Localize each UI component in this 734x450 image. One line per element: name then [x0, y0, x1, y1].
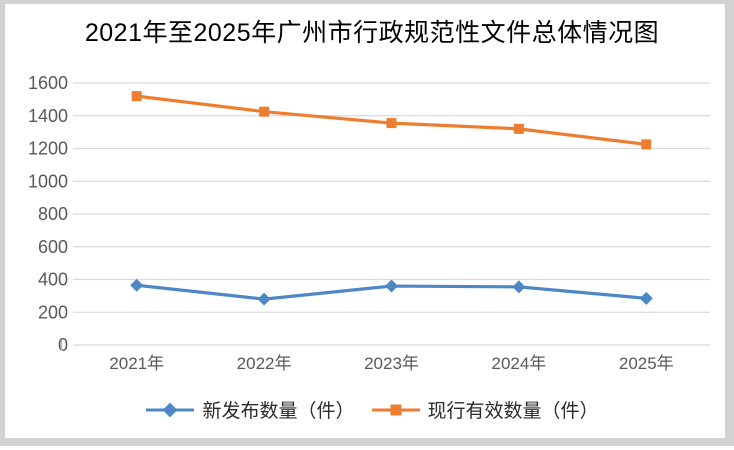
- legend-label-new-published: 新发布数量（件）: [202, 401, 355, 422]
- x-axis-tick-label: 2021年: [109, 354, 164, 373]
- data-point-marker: [513, 123, 524, 134]
- chart-legend: 新发布数量（件） 现行有效数量（件）: [5, 396, 734, 423]
- y-axis-tick-label: 0: [58, 335, 68, 355]
- data-point-marker: [386, 118, 397, 129]
- orange-line-square-marker-icon: [371, 404, 420, 415]
- x-axis-tick-label: 2023年: [364, 354, 419, 373]
- y-axis-tick-label: 800: [38, 204, 68, 224]
- y-axis-tick-label: 1200: [28, 139, 68, 159]
- line-chart-plot-area: 0 200 400 600 800 1000 1200 1400 1600 2021年 2022年 2…: [28, 73, 710, 373]
- data-point-marker: [512, 280, 526, 294]
- x-axis-tick-label: 2022年: [237, 354, 292, 373]
- data-point-marker: [639, 291, 653, 305]
- data-point-marker: [259, 106, 270, 117]
- chart-title: 2021年至2025年广州市行政规范性文件总体情况图: [84, 19, 660, 47]
- x-axis-tick-label: 2024年: [491, 354, 546, 373]
- y-axis-tick-label: 1600: [28, 73, 68, 93]
- x-axis-tick-label: 2025年: [619, 354, 674, 373]
- blue-line-diamond-marker-icon: [146, 402, 195, 417]
- data-point-marker: [257, 292, 271, 306]
- legend-item-new-published: 新发布数量（件）: [145, 396, 355, 423]
- y-axis-tick-label: 600: [38, 237, 68, 257]
- data-point-marker: [130, 278, 144, 292]
- y-axis-tick-label: 1400: [28, 106, 68, 126]
- legend-label-currently-effective: 现行有效数量（件）: [427, 401, 599, 422]
- data-point-marker: [384, 279, 399, 293]
- legend-item-currently-effective: 现行有效数量（件）: [371, 396, 599, 423]
- data-point-marker: [131, 91, 142, 102]
- y-axis-tick-label: 200: [38, 302, 68, 322]
- data-point-marker: [641, 139, 652, 150]
- y-axis-tick-label: 1000: [28, 171, 68, 191]
- y-axis-tick-label: 400: [38, 270, 68, 290]
